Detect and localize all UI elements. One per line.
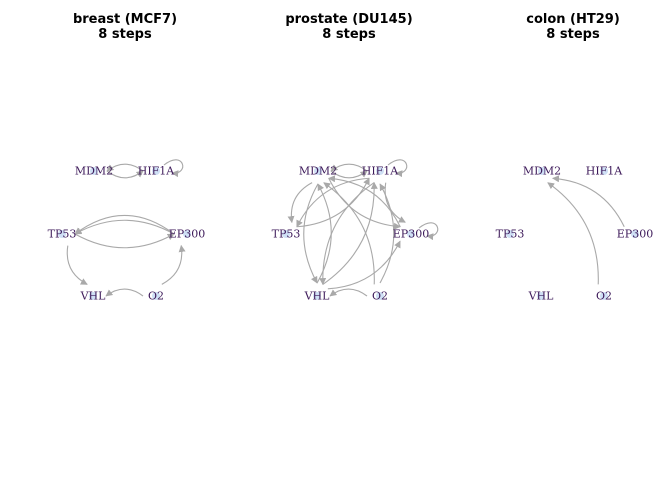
node-marker-vhl: [313, 292, 321, 300]
node-label-hif1a: HIF1A: [586, 165, 624, 178]
edge-hif1a-to-hif1a: [387, 159, 408, 178]
edge-ep300-to-tp53: [74, 219, 175, 235]
node-label-o2: O2: [372, 290, 388, 303]
node-marker-mdm2: [538, 167, 546, 175]
panel-colon: colon (HT29) 8 steps MDM2 HIF1A TP53 EP300 V…: [496, 12, 654, 303]
edge-ep300-to-tp53: [74, 215, 175, 235]
node-marker-o2: [600, 292, 608, 300]
node-label-vhl: VHL: [80, 290, 107, 303]
panel-subtitle: 8 steps: [98, 27, 152, 42]
node-label-mdm2: MDM2: [75, 165, 113, 178]
node-label-hif1a: HIF1A: [362, 165, 400, 178]
node-label-vhl: VHL: [528, 290, 555, 303]
edge-mdm2-to-hif1a: [106, 170, 144, 179]
node-label-o2: O2: [148, 290, 164, 303]
node-label-vhl: VHL: [304, 290, 331, 303]
node-marker-mdm2: [314, 167, 322, 175]
node-label-o2: O2: [596, 290, 612, 303]
panel-title: breast (MCF7): [73, 12, 177, 27]
edge-o2-to-hif1a: [379, 183, 395, 284]
node-label-tp53: TP53: [48, 228, 77, 241]
edge-ep300-to-ep300: [418, 222, 439, 241]
node-marker-tp53: [506, 230, 514, 238]
panel-title: prostate (DU145): [285, 12, 412, 27]
edge-mdm2-to-hif1a: [330, 170, 368, 179]
edge-o2-to-mdm2: [323, 182, 375, 285]
node-marker-tp53: [58, 230, 66, 238]
edge-hif1a-to-mdm2: [330, 163, 368, 172]
edge-layer: [66, 159, 186, 297]
edge-vhl-to-mdm2: [316, 183, 332, 284]
panel-subtitle: 8 steps: [546, 27, 600, 42]
node-layer: MDM2 HIF1A TP53 EP300 VHL O2: [496, 165, 654, 303]
panel-prostate: prostate (DU145) 8 steps MDM2 HIF1A TP53 EP…: [272, 12, 439, 303]
edge-hif1a-to-hif1a: [163, 159, 184, 178]
node-marker-ep300: [183, 230, 191, 238]
node-marker-mdm2: [90, 167, 98, 175]
edge-mdm2-to-ep300: [328, 178, 401, 230]
edge-o2-to-ep300: [161, 244, 186, 285]
node-label-mdm2: MDM2: [299, 165, 337, 178]
panel-breast: breast (MCF7) 8 steps MDM2 HIF1A TP53 EP300…: [48, 12, 206, 303]
node-layer: MDM2 HIF1A TP53 EP300 VHL O2: [48, 165, 206, 303]
node-marker-ep300: [407, 230, 415, 238]
edge-vhl-to-hif1a: [322, 181, 378, 285]
edge-hif1a-to-vhl: [319, 182, 375, 286]
node-marker-tp53: [282, 230, 290, 238]
edge-layer: [547, 175, 625, 285]
node-label-ep300: EP300: [617, 228, 653, 241]
node-marker-o2: [376, 292, 384, 300]
edge-tp53-to-ep300: [74, 233, 175, 249]
node-marker-hif1a: [376, 167, 384, 175]
edge-ep300-to-mdm2: [328, 175, 401, 227]
edge-hif1a-to-mdm2: [106, 163, 144, 172]
panel-subtitle: 8 steps: [322, 27, 376, 42]
node-label-mdm2: MDM2: [523, 165, 561, 178]
node-label-tp53: TP53: [496, 228, 525, 241]
edge-mdm2-to-vhl: [303, 183, 319, 284]
node-label-hif1a: HIF1A: [138, 165, 176, 178]
edge-o2-to-mdm2: [547, 182, 599, 285]
node-marker-ep300: [631, 230, 639, 238]
edge-tp53-to-vhl: [66, 245, 88, 285]
edge-mdm2-to-tp53: [287, 182, 313, 224]
panel-title: colon (HT29): [526, 12, 620, 27]
node-marker-vhl: [537, 292, 545, 300]
node-marker-o2: [152, 292, 160, 300]
node-label-ep300: EP300: [393, 228, 429, 241]
edge-hif1a-to-tp53: [296, 177, 370, 228]
node-label-tp53: TP53: [272, 228, 301, 241]
edge-vhl-to-ep300: [327, 240, 401, 290]
edge-layer: [287, 159, 439, 297]
edge-o2-to-vhl: [329, 288, 368, 297]
edge-tp53-to-hif1a: [296, 177, 370, 228]
edge-o2-to-vhl: [105, 288, 144, 297]
node-marker-vhl: [89, 292, 97, 300]
edge-ep300-to-mdm2: [552, 175, 625, 227]
node-label-ep300: EP300: [169, 228, 205, 241]
node-marker-hif1a: [600, 167, 608, 175]
node-layer: MDM2 HIF1A TP53 EP300 VHL O2: [272, 165, 430, 303]
node-marker-hif1a: [152, 167, 160, 175]
